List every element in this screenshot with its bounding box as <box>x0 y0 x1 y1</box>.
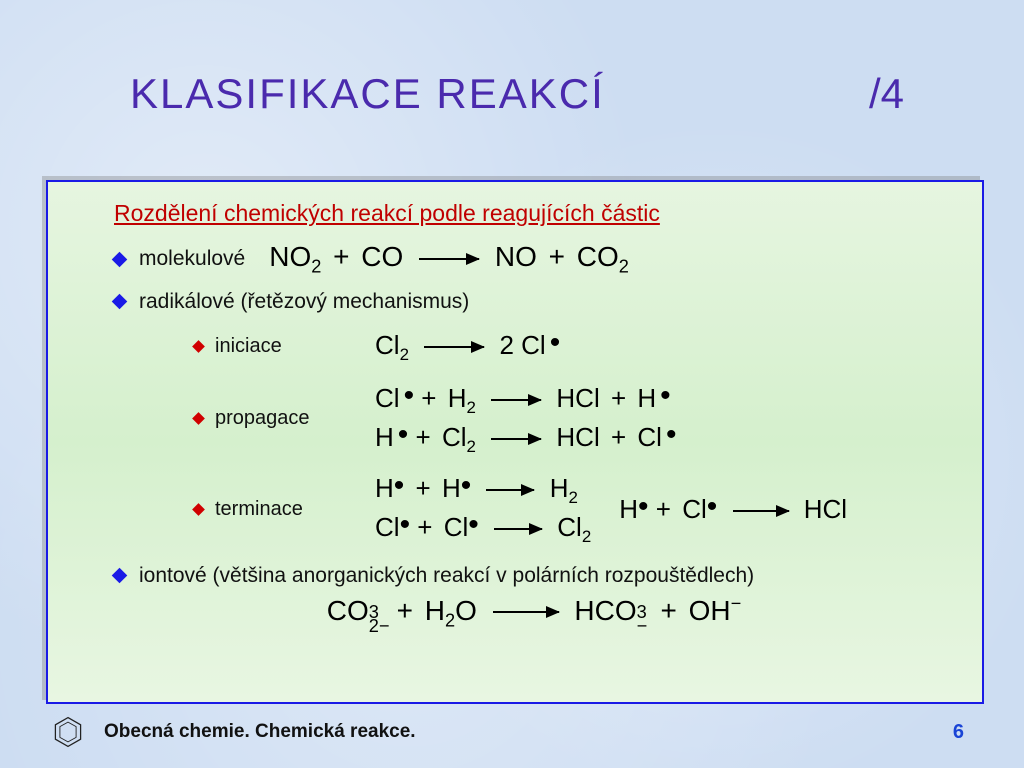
section-heading: Rozdělení chemických reakcí podle reaguj… <box>114 200 954 227</box>
benzene-icon <box>50 714 86 750</box>
footer-text: Obecná chemie. Chemická reakce. <box>104 721 416 743</box>
subitem-termination: terminace H• + H• H2 Cl• + Cl• Cl2 <box>194 471 954 547</box>
arrow-icon <box>424 346 484 348</box>
label-ionic: iontové (většina anorganických reakcí v … <box>139 564 754 588</box>
label-termination: terminace <box>215 498 345 521</box>
label-initiation: iniciace <box>215 335 345 358</box>
slide-title: KLASIFIKACE REAKCÍ <box>130 70 605 118</box>
arrow-icon <box>493 611 559 613</box>
footer-page-number: 6 <box>953 721 964 744</box>
bullet-diamond-red-icon <box>192 503 205 516</box>
arrow-icon <box>419 258 479 260</box>
subitem-propagation: propagace Cl• + H2 HCl + H• H• + Cl2 HCl… <box>194 381 954 457</box>
bullet-diamond-red-icon <box>192 413 205 426</box>
eq-term-3: H• + Cl• HCl <box>619 492 847 526</box>
arrow-icon <box>491 399 541 401</box>
item-radical: radikálové (řetězový mechanismus) <box>114 290 954 314</box>
eq-ionic-row: CO32− + H2O HCO3− + OH− <box>114 594 954 632</box>
footer: Obecná chemie. Chemická reakce. 6 <box>0 714 1024 750</box>
eq-term-2: Cl• + Cl• Cl2 <box>375 510 591 547</box>
eq-prop-1: Cl• + H2 HCl + H• <box>375 381 676 418</box>
arrow-icon <box>486 489 534 491</box>
subitem-initiation: iniciace Cl2 2 Cl• <box>194 328 954 365</box>
eq-ionic: CO32− + H2O HCO3− + OH− <box>327 595 741 626</box>
label-propagation: propagace <box>215 407 345 430</box>
bullet-diamond-icon <box>112 568 128 584</box>
bullet-diamond-icon <box>112 252 128 268</box>
slide-title-row: KLASIFIKACE REAKCÍ /4 <box>0 70 1024 118</box>
arrow-icon <box>491 438 541 440</box>
eq-initiation: Cl2 2 Cl• <box>375 328 560 365</box>
bullet-diamond-icon <box>112 294 128 310</box>
item-molecular: molekulové NO2 + CO NO + CO2 <box>114 241 954 278</box>
slide-title-page: /4 <box>869 70 904 118</box>
eq-molecular: NO2 + CO NO + CO2 <box>269 241 629 278</box>
content-box: Rozdělení chemických reakcí podle reaguj… <box>46 180 984 704</box>
arrow-icon <box>494 528 542 530</box>
label-molecular: molekulové <box>139 247 245 271</box>
label-radical: radikálové (řetězový mechanismus) <box>139 290 469 314</box>
arrow-icon <box>733 510 789 512</box>
eq-prop-2: H• + Cl2 HCl + Cl• <box>375 420 676 457</box>
bullet-diamond-red-icon <box>192 340 205 353</box>
item-ionic: iontové (většina anorganických reakcí v … <box>114 564 954 588</box>
eq-term-1: H• + H• H2 <box>375 471 591 508</box>
